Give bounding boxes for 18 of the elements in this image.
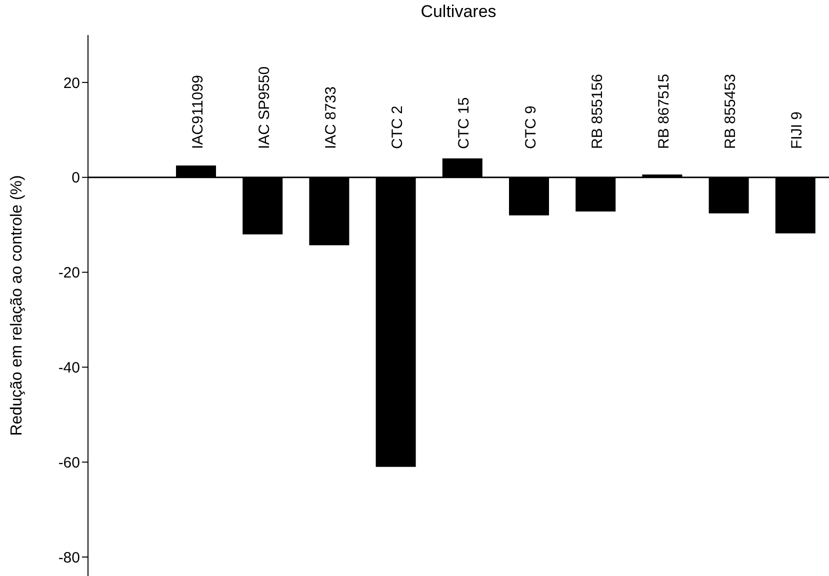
y-tick-label: 20 [63, 74, 80, 92]
x-tick-label: CTC 9 [522, 106, 540, 149]
x-tick-label: IAC SP9550 [256, 66, 273, 149]
x-tick-label: FIJI 9 [788, 111, 806, 149]
x-tick-label: RB 855453 [722, 74, 740, 149]
y-tick-label: -80 [58, 549, 80, 566]
y-axis-title: Redução em relação ao controle (%) [8, 175, 26, 436]
y-tick-label: 0 [72, 170, 80, 187]
x-tick-label: CTC 2 [389, 106, 406, 149]
y-tick-label: -60 [58, 454, 80, 472]
x-axis-title: Cultivares [420, 2, 496, 22]
x-tick-label: RB 855156 [588, 74, 606, 149]
x-tick-label: IAC911099 [189, 75, 206, 149]
x-tick-label: CTC 15 [456, 97, 473, 149]
y-tick-label: -40 [58, 360, 80, 377]
y-tick-label: -20 [58, 264, 80, 282]
x-tick-label: IAC 8733 [322, 86, 340, 149]
x-tick-label: RB 867515 [656, 74, 672, 149]
